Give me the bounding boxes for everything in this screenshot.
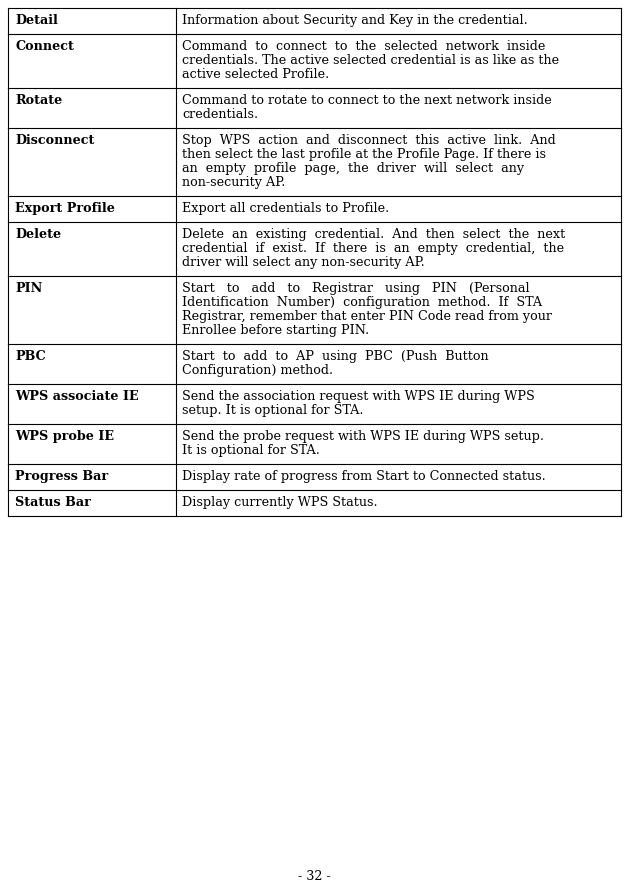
Text: Display currently WPS Status.: Display currently WPS Status. bbox=[182, 496, 377, 509]
Text: non-security AP.: non-security AP. bbox=[182, 176, 286, 189]
Text: WPS associate IE: WPS associate IE bbox=[15, 390, 138, 404]
Text: Status Bar: Status Bar bbox=[15, 496, 91, 509]
Text: PIN: PIN bbox=[15, 283, 42, 295]
Text: then select the last profile at the Profile Page. If there is: then select the last profile at the Prof… bbox=[182, 148, 546, 162]
Text: driver will select any non-security AP.: driver will select any non-security AP. bbox=[182, 256, 425, 269]
Text: Information about Security and Key in the credential.: Information about Security and Key in th… bbox=[182, 14, 528, 28]
Text: an  empty  profile  page,  the  driver  will  select  any: an empty profile page, the driver will s… bbox=[182, 163, 524, 175]
Text: Export all credentials to Profile.: Export all credentials to Profile. bbox=[182, 203, 389, 215]
Text: Stop  WPS  action  and  disconnect  this  active  link.  And: Stop WPS action and disconnect this acti… bbox=[182, 134, 556, 148]
Text: Progress Bar: Progress Bar bbox=[15, 470, 108, 483]
Text: credential  if  exist.  If  there  is  an  empty  credential,  the: credential if exist. If there is an empt… bbox=[182, 243, 564, 255]
Text: PBC: PBC bbox=[15, 350, 46, 364]
Text: It is optional for STA.: It is optional for STA. bbox=[182, 444, 320, 457]
Text: Command to rotate to connect to the next network inside: Command to rotate to connect to the next… bbox=[182, 94, 552, 108]
Text: Export Profile: Export Profile bbox=[15, 203, 115, 215]
Text: Configuration) method.: Configuration) method. bbox=[182, 364, 333, 377]
Text: Start   to   add   to   Registrar   using   PIN   (Personal: Start to add to Registrar using PIN (Per… bbox=[182, 283, 530, 295]
Text: - 32 -: - 32 - bbox=[298, 870, 331, 884]
Text: Identification  Number)  configuration  method.  If  STA: Identification Number) configuration met… bbox=[182, 296, 542, 309]
Text: Display rate of progress from Start to Connected status.: Display rate of progress from Start to C… bbox=[182, 470, 546, 483]
Bar bbox=[8, 8, 621, 516]
Text: Command  to  connect  to  the  selected  network  inside: Command to connect to the selected netwo… bbox=[182, 41, 545, 53]
Text: Registrar, remember that enter PIN Code read from your: Registrar, remember that enter PIN Code … bbox=[182, 310, 552, 324]
Text: Enrollee before starting PIN.: Enrollee before starting PIN. bbox=[182, 324, 369, 337]
Text: Disconnect: Disconnect bbox=[15, 134, 94, 148]
Text: Start  to  add  to  AP  using  PBC  (Push  Button: Start to add to AP using PBC (Push Butto… bbox=[182, 350, 489, 364]
Text: Send the association request with WPS IE during WPS: Send the association request with WPS IE… bbox=[182, 390, 535, 404]
Text: credentials.: credentials. bbox=[182, 108, 258, 122]
Text: Detail: Detail bbox=[15, 14, 58, 28]
Text: Connect: Connect bbox=[15, 41, 74, 53]
Text: WPS probe IE: WPS probe IE bbox=[15, 430, 114, 443]
Text: active selected Profile.: active selected Profile. bbox=[182, 68, 329, 82]
Text: Delete: Delete bbox=[15, 228, 61, 241]
Text: Rotate: Rotate bbox=[15, 94, 62, 108]
Text: setup. It is optional for STA.: setup. It is optional for STA. bbox=[182, 404, 364, 417]
Text: credentials. The active selected credential is as like as the: credentials. The active selected credent… bbox=[182, 54, 559, 68]
Text: Send the probe request with WPS IE during WPS setup.: Send the probe request with WPS IE durin… bbox=[182, 430, 544, 443]
Text: Delete  an  existing  credential.  And  then  select  the  next: Delete an existing credential. And then … bbox=[182, 228, 565, 241]
